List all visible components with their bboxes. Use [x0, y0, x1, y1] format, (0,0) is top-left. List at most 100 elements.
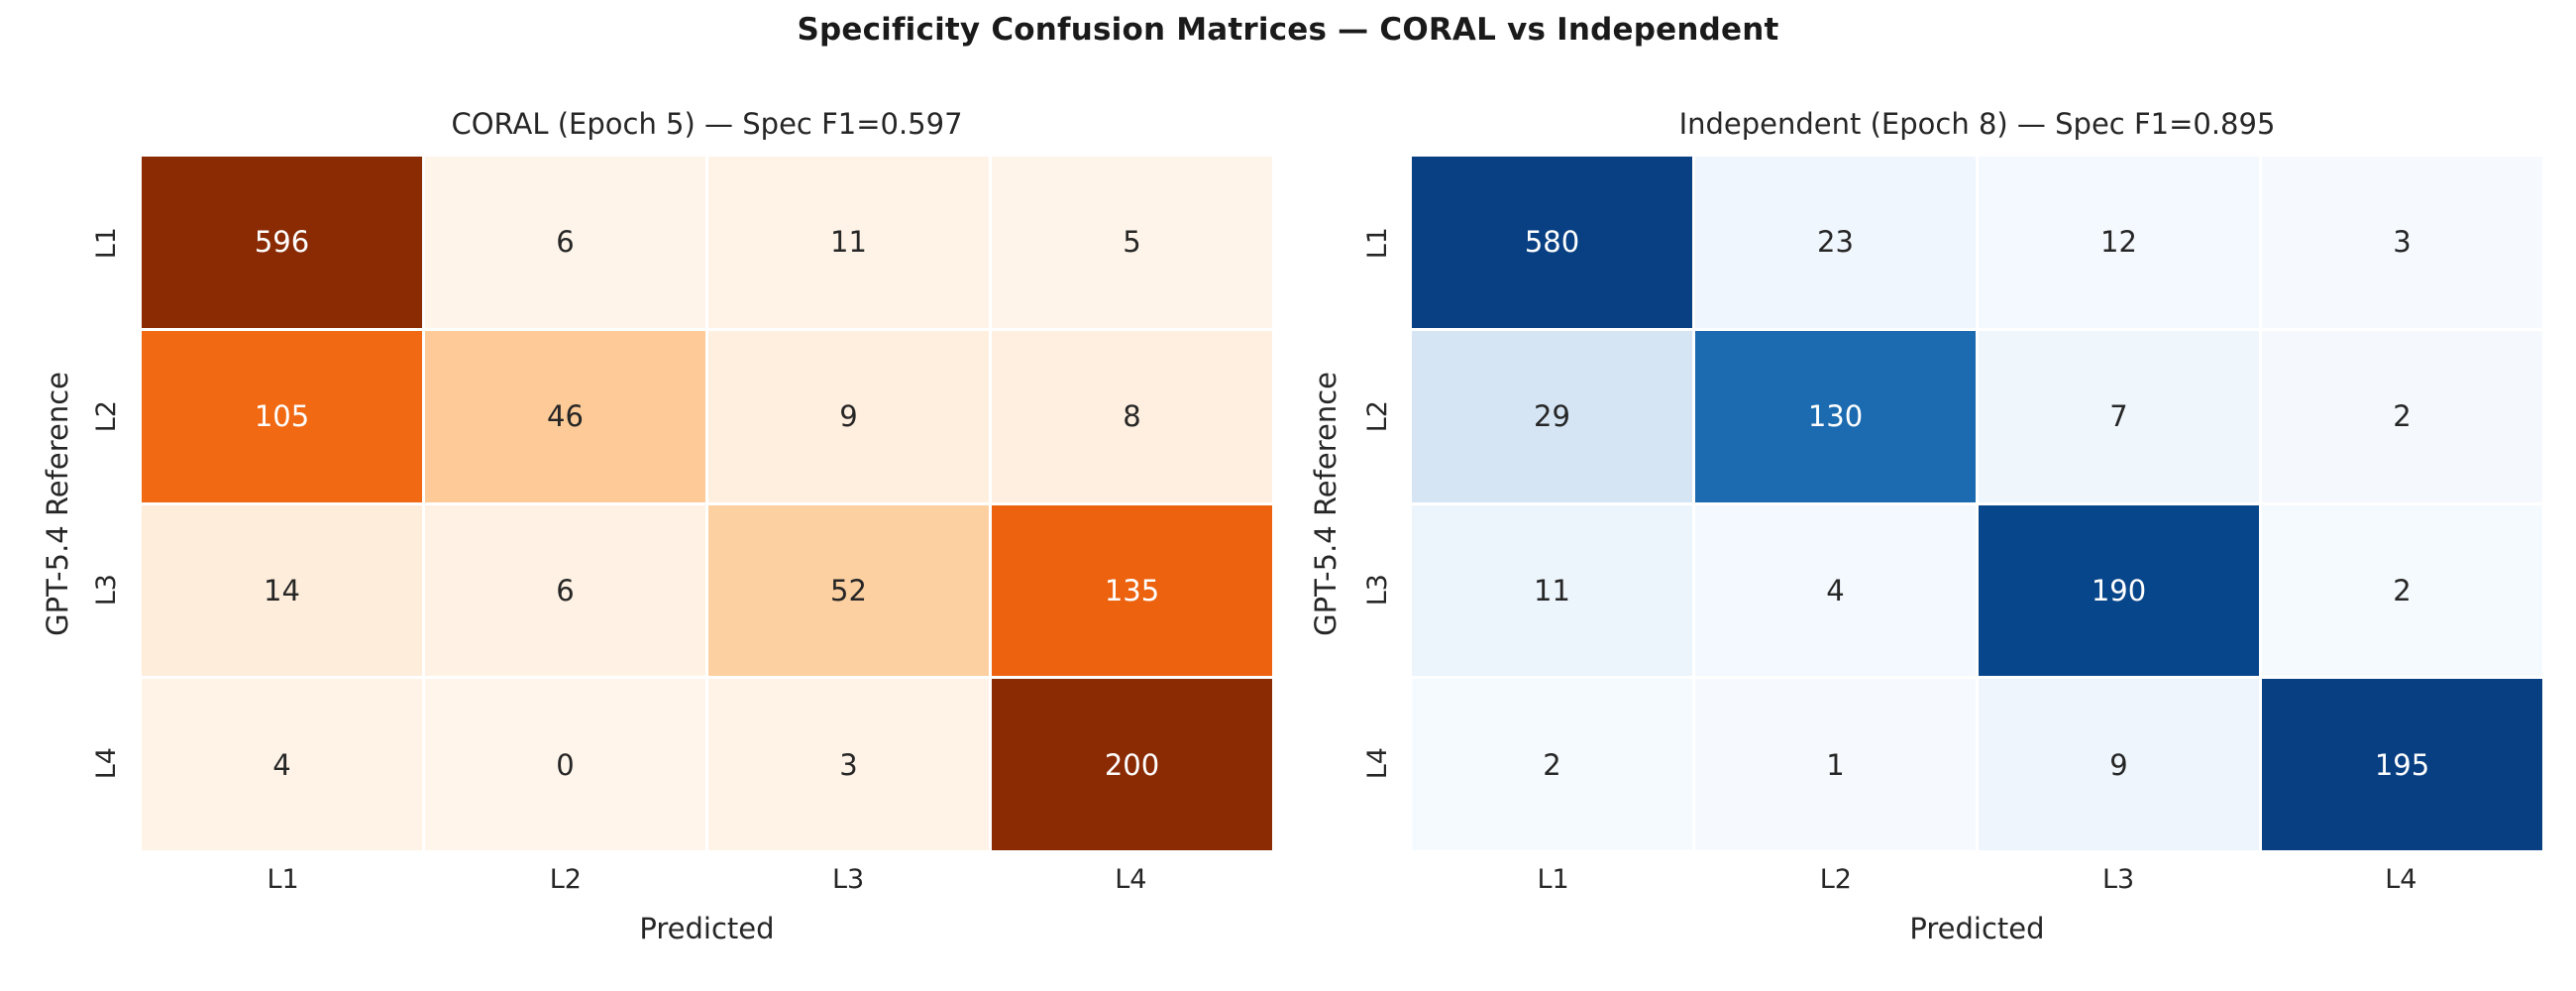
- x-tick-l4: L4: [2385, 864, 2417, 895]
- heatmap-cell: 5: [992, 157, 1272, 328]
- heatmap-cell: 2: [1412, 679, 1692, 850]
- y-axis-label: GPT-5.4 Reference: [38, 157, 77, 850]
- x-tick-l4: L4: [1115, 864, 1147, 895]
- cell-value: 0: [556, 747, 575, 782]
- cell-value: 135: [1104, 573, 1160, 607]
- y-tick-label-text: L4: [90, 747, 122, 780]
- heatmap-cell: 12: [1979, 157, 2259, 328]
- heatmap-cell: 580: [1412, 157, 1692, 328]
- x-tick-l2: L2: [549, 864, 582, 895]
- heatmap-cell: 46: [425, 330, 705, 502]
- x-tick-labels: L1 L2 L3 L4: [1412, 864, 2542, 895]
- heatmap-cell: 9: [1979, 679, 2259, 850]
- heatmap-cell: 130: [1695, 330, 1976, 502]
- cell-value: 6: [556, 573, 575, 607]
- cell-value: 14: [264, 573, 300, 607]
- cell-value: 12: [2100, 225, 2137, 260]
- y-tick-l4: L4: [1355, 677, 1399, 850]
- cell-value: 2: [2393, 573, 2412, 607]
- heatmap-cell: 135: [992, 504, 1272, 677]
- cell-value: 8: [1123, 399, 1141, 434]
- heatmap-cell: 14: [142, 504, 422, 677]
- x-axis-label: Predicted: [1909, 912, 2045, 945]
- x-tick-l3: L3: [2102, 864, 2135, 895]
- cell-value: 23: [1817, 225, 1854, 260]
- cell-value: 195: [2374, 747, 2430, 782]
- heatmap-cell: 4: [1695, 504, 1976, 677]
- y-tick-labels: L1 L2 L3 L4: [84, 157, 128, 850]
- cell-value: 11: [830, 225, 867, 260]
- cell-value: 7: [2109, 399, 2128, 434]
- x-tick-l1: L1: [267, 864, 299, 895]
- heatmap-cell: 596: [142, 157, 422, 328]
- heatmap-independent: 580 23 12 3 29 130 7 2 11 4 190 2 2 1 9 195: [1412, 157, 2542, 850]
- cell-value: 3: [839, 747, 858, 782]
- heatmap-cell: 23: [1695, 157, 1976, 328]
- heatmap-cell: 0: [425, 679, 705, 850]
- heatmap-cell: 105: [142, 330, 422, 502]
- heatmap-cell: 2: [2262, 504, 2542, 677]
- cell-value: 4: [1826, 573, 1845, 607]
- x-tick-l3: L3: [832, 864, 865, 895]
- heatmap-cell: 11: [708, 157, 989, 328]
- x-tick-l2: L2: [1819, 864, 1852, 895]
- cell-value: 105: [254, 399, 310, 434]
- y-tick-l4: L4: [84, 677, 128, 850]
- y-tick-l3: L3: [84, 503, 128, 677]
- y-tick-label-text: L2: [90, 400, 122, 433]
- y-axis-label-text: GPT-5.4 Reference: [1309, 371, 1342, 636]
- figure-title: Specificity Confusion Matrices — CORAL v…: [797, 12, 1779, 48]
- cell-value: 2: [2393, 399, 2412, 434]
- panel-coral-title: CORAL (Epoch 5) — Spec F1=0.597: [451, 107, 963, 141]
- y-tick-label-text: L1: [90, 227, 122, 260]
- cell-value: 1: [1826, 747, 1845, 782]
- heatmap-cell: 29: [1412, 330, 1692, 502]
- heatmap-cell: 8: [992, 330, 1272, 502]
- heatmap-cell: 11: [1412, 504, 1692, 677]
- x-axis-label: Predicted: [639, 912, 775, 945]
- x-tick-l1: L1: [1537, 864, 1569, 895]
- heatmap-cell: 52: [708, 504, 989, 677]
- y-tick-l3: L3: [1355, 503, 1399, 677]
- cell-value: 580: [1524, 225, 1580, 260]
- heatmap-cell: 1: [1695, 679, 1976, 850]
- y-tick-label-text: L3: [90, 574, 122, 606]
- cell-value: 190: [2091, 573, 2147, 607]
- y-tick-labels: L1 L2 L3 L4: [1355, 157, 1399, 850]
- y-axis-label: GPT-5.4 Reference: [1306, 157, 1345, 850]
- cell-value: 5: [1123, 225, 1141, 260]
- cell-value: 596: [254, 225, 310, 260]
- y-tick-l1: L1: [1355, 157, 1399, 330]
- y-tick-l2: L2: [84, 330, 128, 503]
- y-tick-l2: L2: [1355, 330, 1399, 503]
- heatmap-cell: 7: [1979, 330, 2259, 502]
- cell-value: 11: [1534, 573, 1570, 607]
- cell-value: 3: [2393, 225, 2412, 260]
- heatmap-cell: 195: [2262, 679, 2542, 850]
- cell-value: 46: [547, 399, 584, 434]
- heatmap-cell: 190: [1979, 504, 2259, 677]
- heatmap-cell: 2: [2262, 330, 2542, 502]
- heatmap-cell: 4: [142, 679, 422, 850]
- heatmap-coral: 596 6 11 5 105 46 9 8 14 6 52 135 4 0 3 200: [142, 157, 1272, 850]
- y-tick-label-text: L1: [1361, 227, 1393, 260]
- y-tick-label-text: L3: [1361, 574, 1393, 606]
- x-tick-labels: L1 L2 L3 L4: [142, 864, 1272, 895]
- cell-value: 130: [1807, 399, 1864, 434]
- cell-value: 200: [1104, 747, 1160, 782]
- heatmap-cell: 6: [425, 504, 705, 677]
- heatmap-cell: 9: [708, 330, 989, 502]
- y-tick-label-text: L4: [1361, 747, 1393, 780]
- panel-independent-title: Independent (Epoch 8) — Spec F1=0.895: [1678, 107, 2276, 141]
- cell-value: 9: [2109, 747, 2128, 782]
- cell-value: 2: [1543, 747, 1561, 782]
- y-tick-l1: L1: [84, 157, 128, 330]
- cell-value: 52: [830, 573, 867, 607]
- heatmap-cell: 3: [2262, 157, 2542, 328]
- cell-value: 29: [1534, 399, 1570, 434]
- cell-value: 6: [556, 225, 575, 260]
- heatmap-cell: 3: [708, 679, 989, 850]
- y-axis-label-text: GPT-5.4 Reference: [41, 371, 74, 636]
- cell-value: 4: [272, 747, 291, 782]
